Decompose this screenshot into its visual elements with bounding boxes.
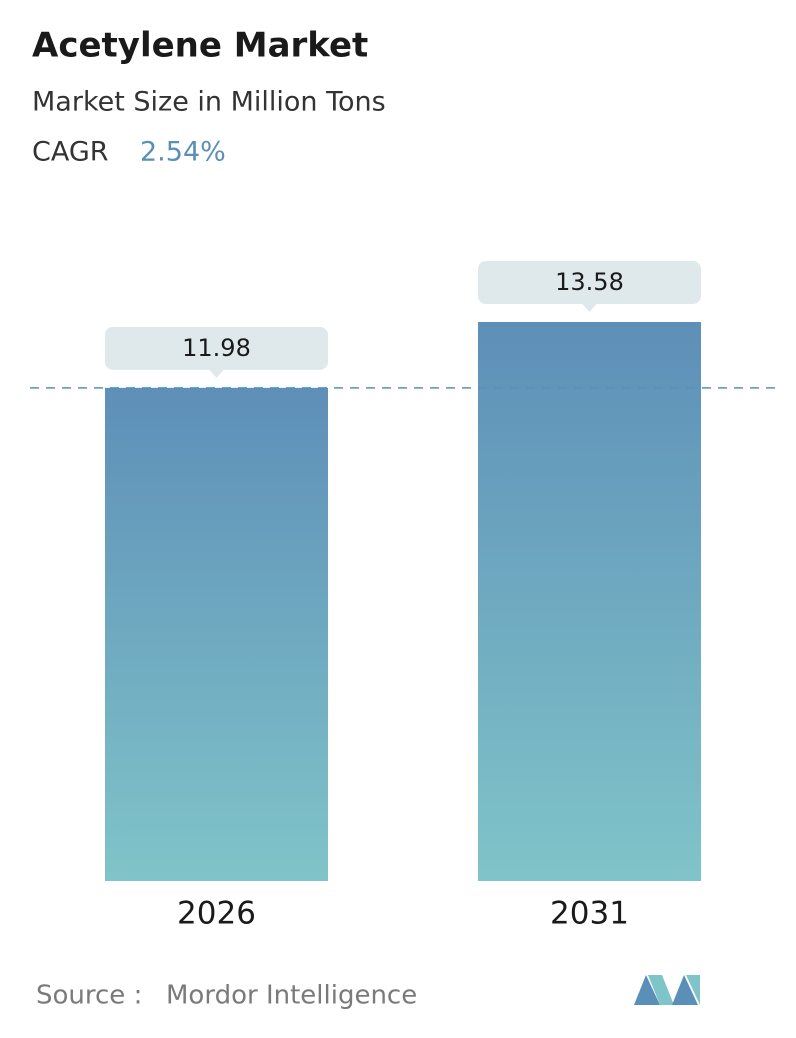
x-tick-label: 2026 xyxy=(177,896,256,932)
value-label-pointer xyxy=(208,368,225,378)
source: Mordor Intelligence xyxy=(166,981,417,1011)
value-label-pointer xyxy=(581,303,598,312)
logo xyxy=(634,975,700,1005)
value-label: 13.58 xyxy=(555,268,624,296)
value-label-box xyxy=(105,326,328,370)
chart-subtitle: Market Size in Million Tons xyxy=(32,87,386,118)
x-tick-label: 2031 xyxy=(550,896,629,932)
cagr-label: CAGR xyxy=(32,137,109,168)
bar xyxy=(105,387,328,881)
value-label-box xyxy=(478,261,701,304)
chart-title: Acetylene Market xyxy=(32,26,368,66)
value-label: 11.98 xyxy=(182,334,251,362)
cagr-value: 2.54% xyxy=(140,137,226,168)
source-label: Source : xyxy=(36,981,142,1011)
bar xyxy=(478,322,701,881)
